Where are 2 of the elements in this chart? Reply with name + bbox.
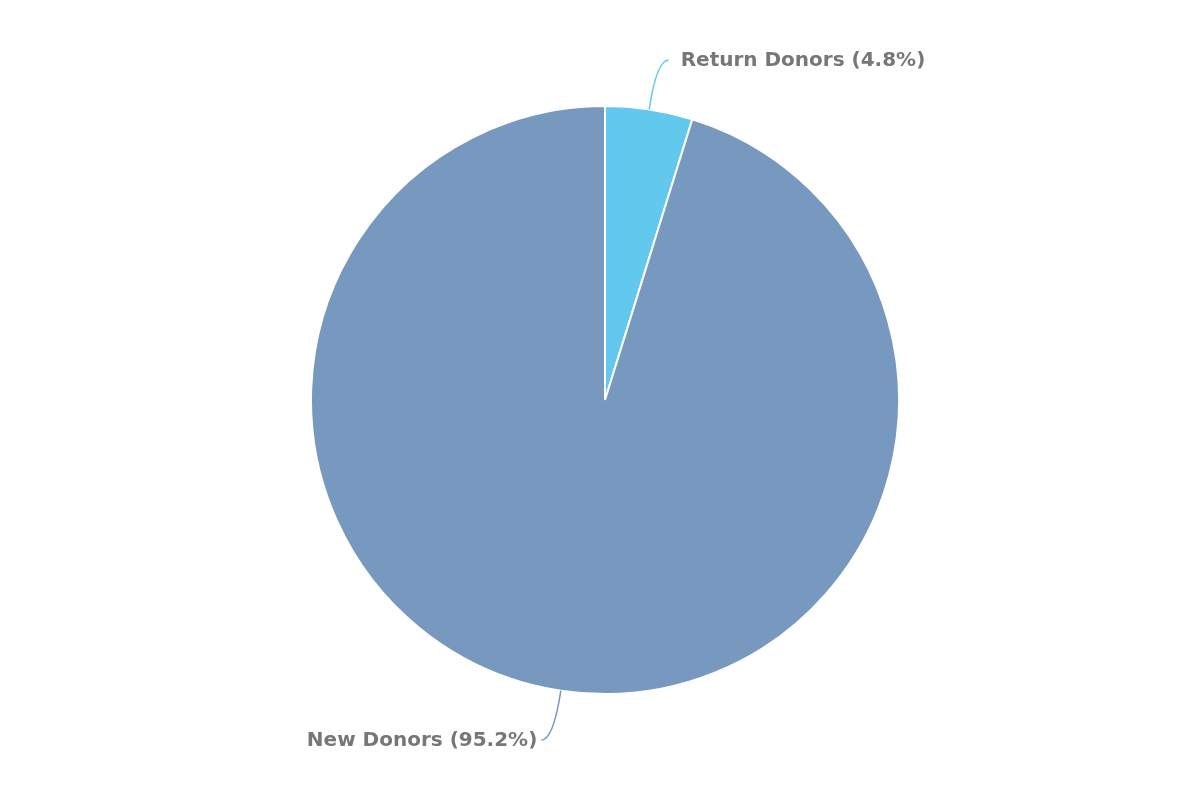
slice-label: New Donors (95.2%): [306, 727, 538, 752]
slice-label: Return Donors (4.8%): [680, 46, 926, 71]
